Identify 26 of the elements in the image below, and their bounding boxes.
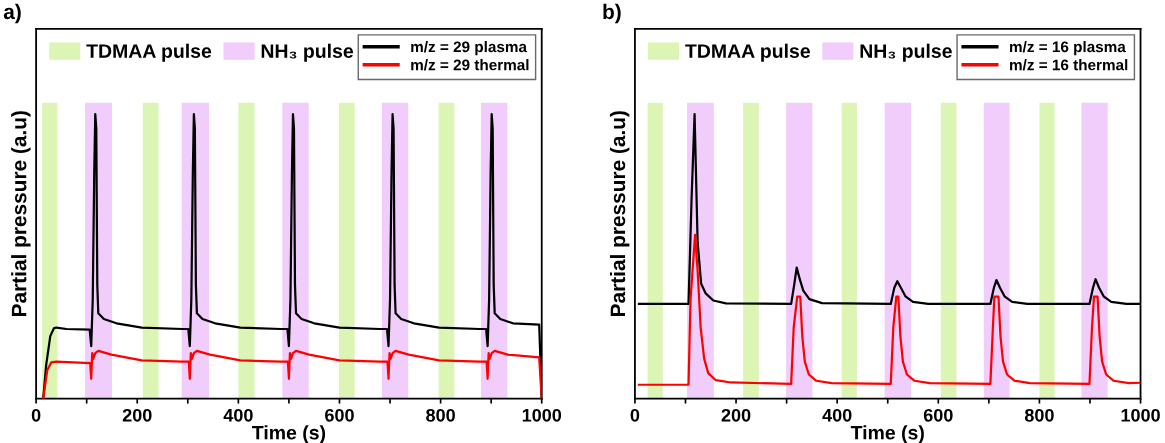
x-tick-label: 400 bbox=[822, 408, 852, 422]
legend-label: TDMAA pulse bbox=[86, 43, 212, 62]
y-axis-title: Partial pressure (a.u) bbox=[11, 111, 31, 316]
legend-label: m/z = 16 plasma bbox=[1010, 41, 1126, 56]
chart-title: b) bbox=[603, 3, 621, 24]
chart-title: a) bbox=[3, 3, 21, 24]
x-tick-label: 0 bbox=[630, 408, 640, 422]
x-tick-label: 200 bbox=[122, 408, 152, 422]
x-tick-label: 600 bbox=[325, 408, 354, 422]
x-axis-title: Time (s) bbox=[252, 425, 326, 443]
legend-label: NH₃ pulse bbox=[860, 43, 952, 62]
legend-label: NH₃ pulse bbox=[261, 43, 354, 62]
legend-label: m/z = 16 thermal bbox=[1010, 59, 1128, 71]
x-axis-title: Time (s) bbox=[850, 425, 924, 443]
x-tick-label: 600 bbox=[923, 408, 953, 422]
y-axis-title: Partial pressure (a.u) bbox=[609, 111, 630, 316]
x-tick-label: 1000 bbox=[1121, 408, 1160, 422]
x-tick-label: 1000 bbox=[522, 408, 562, 422]
x-tick-label: 200 bbox=[721, 408, 751, 422]
legend-label: m/z = 29 thermal bbox=[411, 59, 529, 71]
legend-label: m/z = 29 plasma bbox=[411, 41, 528, 56]
x-tick-label: 800 bbox=[1024, 408, 1054, 422]
x-tick-label: 0 bbox=[31, 408, 41, 422]
x-tick-label: 400 bbox=[223, 408, 253, 422]
legend-label: TDMAA pulse bbox=[685, 43, 810, 62]
x-tick-label: 800 bbox=[426, 408, 455, 422]
